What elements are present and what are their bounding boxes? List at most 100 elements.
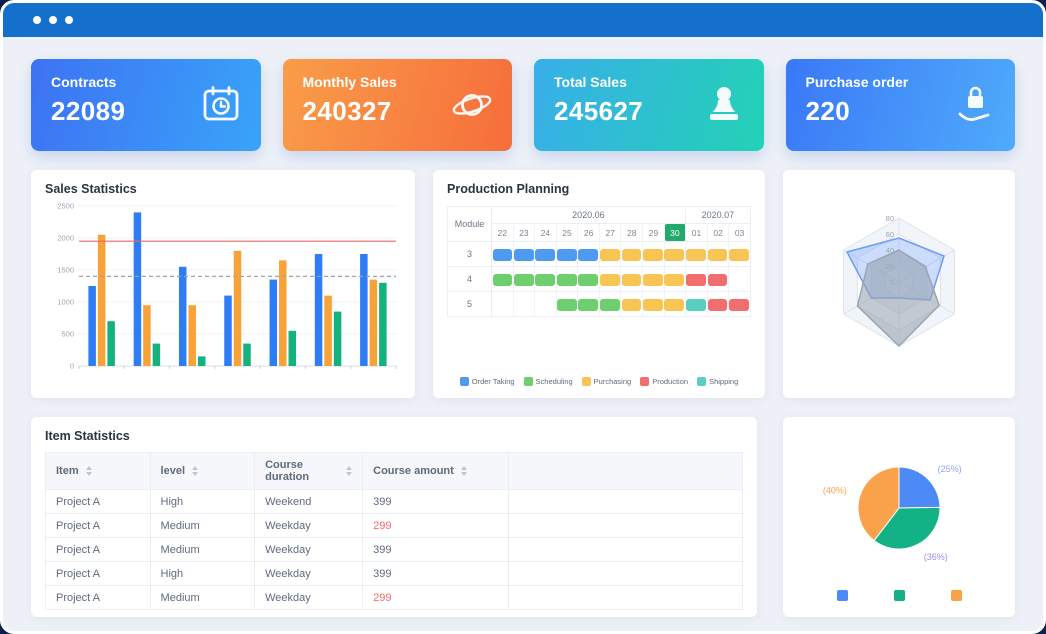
gantt-bar-production	[686, 273, 706, 286]
window-control-dot[interactable]	[65, 16, 73, 24]
gantt-day-label: 27	[600, 224, 622, 241]
calendar-clock-icon	[203, 86, 238, 121]
panel-title-sales: Sales Statistics	[45, 182, 137, 196]
gantt-bar-order	[535, 248, 556, 261]
svg-text:0: 0	[70, 362, 74, 371]
legend-item-order[interactable]: Order Taking	[459, 377, 515, 386]
window-control-dot[interactable]	[33, 16, 41, 24]
stat-card-value: 22089	[51, 96, 126, 126]
gantt-bar-purchasing	[686, 248, 706, 261]
table-row: Project A Medium Weekday 299	[45, 585, 743, 610]
item-table-head-row: Item level Course duration Course amount	[45, 452, 743, 490]
gantt-bar-scheduling	[578, 273, 599, 286]
pie-legend	[836, 589, 962, 601]
gantt-bar-purchasing	[664, 273, 685, 286]
radar-panel: 0 20 40 60 80	[783, 170, 1015, 398]
gantt-bar-order	[578, 248, 599, 261]
gantt-bar-production	[707, 298, 728, 311]
gantt-day-label: 02	[708, 224, 730, 241]
gantt-bar-order	[513, 248, 534, 261]
stat-card-value: 245627	[554, 96, 644, 126]
svg-text:60: 60	[886, 230, 894, 239]
gantt-bar-order	[492, 248, 513, 261]
panel-title-production: Production Planning	[447, 182, 570, 196]
radar-chart: 0 20 40 60 80	[843, 214, 955, 348]
item-statistics-panel: Item Statistics Item level Course duration…	[31, 417, 757, 617]
table-row: Project A Medium Weekday 299	[45, 513, 743, 538]
gantt-bar-purchasing	[643, 273, 663, 286]
sort-carets[interactable]	[460, 466, 467, 476]
legend-item-scheduling[interactable]: Scheduling	[523, 377, 573, 386]
gantt-day-label: 28	[621, 224, 644, 241]
gantt-bar-purchasing	[643, 248, 663, 261]
svg-text:2500: 2500	[57, 202, 74, 211]
table-row: Project A High Weekend 399	[45, 489, 743, 514]
bottom-row: Item Statistics Item level Course duration…	[31, 417, 1015, 617]
svg-text:80: 80	[886, 214, 894, 223]
gantt-bar-purchasing	[621, 248, 642, 261]
sort-carets[interactable]	[192, 466, 199, 476]
window-titlebar	[3, 3, 1043, 37]
item-table: Item level Course duration Course amount Pr…	[45, 452, 743, 610]
legend-item-purchasing[interactable]: Purchasing	[581, 377, 631, 386]
stat-card-value: 240327	[302, 96, 392, 126]
dashboard-content: Contracts 22089 Monthly Sales 240327	[3, 37, 1043, 631]
svg-text:(36%): (36%)	[924, 552, 948, 562]
sort-carets[interactable]	[85, 466, 92, 476]
gantt-legend: Order Taking Scheduling Purchasing Producti…	[447, 367, 751, 386]
gantt-row-track	[492, 267, 750, 292]
column-header-empty	[508, 452, 743, 490]
panel-title-items: Item Statistics	[45, 429, 130, 443]
hand-lock-icon	[958, 86, 990, 121]
gantt-row-track	[492, 242, 750, 267]
gantt-bar-scheduling	[600, 298, 620, 311]
gantt-bar-scheduling	[557, 273, 577, 286]
gantt-module-header: Module	[448, 207, 492, 242]
gantt-row-track	[492, 292, 750, 317]
column-header-course-amount[interactable]: Course amount	[362, 452, 510, 490]
svg-text:(25%): (25%)	[938, 463, 962, 473]
pie-chart: (25%) (36%) (40%)	[823, 463, 962, 562]
pie-legend-item[interactable]	[893, 589, 905, 601]
stat-card-label: Contracts	[51, 74, 117, 90]
gantt-row-module: 5	[448, 292, 492, 317]
gantt-bar-scheduling	[513, 273, 534, 286]
stat-card-label: Monthly Sales	[302, 74, 397, 90]
gantt-bar-scheduling	[535, 273, 556, 286]
gantt-month-label: 2020.06	[492, 207, 686, 223]
sales-statistics-panel: Sales Statistics 0 500 1000 1500 2000 2500	[31, 170, 415, 398]
gantt-bar-purchasing	[664, 248, 685, 261]
pie-legend-item[interactable]	[950, 589, 962, 601]
gantt-bar-purchasing	[664, 298, 685, 311]
gantt-bar-scheduling	[578, 298, 599, 311]
gantt-bar-purchasing	[707, 248, 728, 261]
sort-carets[interactable]	[346, 466, 353, 476]
legend-item-production[interactable]: Production	[640, 377, 688, 386]
svg-text:1000: 1000	[57, 298, 74, 307]
gantt-bar-scheduling	[557, 298, 577, 311]
pie-legend-item[interactable]	[836, 589, 848, 601]
gantt-day-label: 01	[686, 224, 708, 241]
gantt-bar-purchasing	[621, 298, 642, 311]
gantt-month-label: 2020.07	[701, 210, 735, 220]
gantt-day-label: 23	[514, 224, 536, 241]
svg-text:2000: 2000	[57, 234, 74, 243]
svg-text:500: 500	[61, 330, 74, 339]
column-header-item[interactable]: Item	[45, 452, 151, 490]
legend-item-shipping[interactable]: Shipping	[697, 377, 738, 386]
stat-card-label: Total Sales	[554, 74, 627, 90]
planet-icon	[452, 94, 492, 116]
gantt-day-label: 29	[643, 224, 665, 241]
gantt-bar-purchasing	[600, 248, 620, 261]
svg-text:1500: 1500	[57, 266, 74, 275]
charts-row: Sales Statistics 0 500 1000 1500 2000 2500 Pr…	[31, 170, 1015, 398]
gantt-day-label: 03	[734, 227, 745, 238]
stat-card-contracts: Contracts 22089	[31, 59, 261, 151]
column-header-course-duration[interactable]: Course duration	[254, 452, 364, 490]
gantt-day-label: 24	[535, 224, 557, 241]
column-header-level[interactable]: level	[149, 452, 256, 490]
gantt-bar-order	[557, 248, 577, 261]
svg-text:40: 40	[886, 246, 894, 255]
window-control-dot[interactable]	[49, 16, 57, 24]
